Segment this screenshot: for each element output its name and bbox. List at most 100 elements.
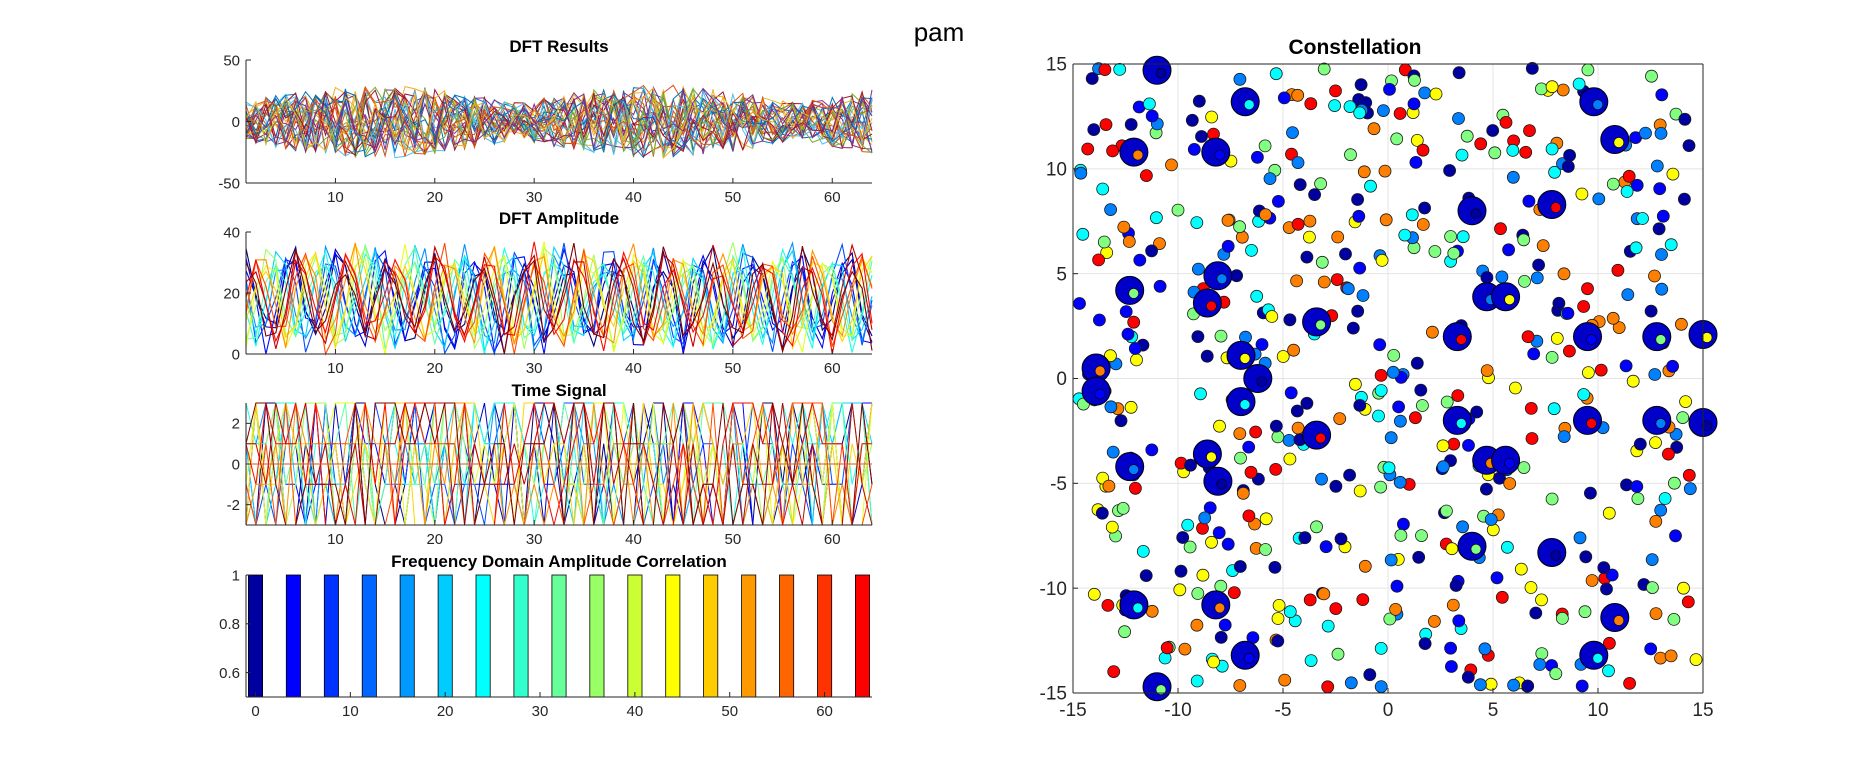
correlation-bar [285,574,301,698]
constellation-point [1545,350,1559,364]
constellation-point [1499,116,1513,129]
constellation-point [1213,419,1226,433]
constellation-point [1631,492,1645,506]
constellation-point [1317,587,1331,601]
x-tick-label: 0 [1383,700,1394,721]
y-tick-label: -10 [1040,579,1067,600]
constellation-inner-point [1216,273,1228,285]
constellation-point [1429,87,1443,101]
constellation-point [1490,571,1504,585]
constellation-point [1358,559,1372,573]
constellation-point [1314,177,1327,191]
constellation-point [1329,84,1342,98]
constellation-plot-area: -15 -10 -5 0 5 10 15 -15 -10 -5 0 5 10 15 [1040,55,1718,721]
constellation-point [1374,368,1388,382]
constellation-point [1416,399,1429,412]
y-tick-label: 15 [1046,55,1067,76]
constellation-point [1563,148,1576,162]
constellation-point [1503,477,1517,490]
constellation-point [1130,353,1143,367]
constellation-point [1679,395,1692,409]
constellation-point [1621,288,1635,302]
constellation-point [1346,321,1360,335]
dft-amplitude-series-line [245,244,873,351]
constellation-point [1412,550,1426,564]
constellation-point [1363,668,1377,682]
constellation-point [1572,77,1586,91]
constellation-point [1501,540,1514,554]
constellation-point [1178,642,1192,656]
x-tick-label: 20 [426,189,443,206]
constellation-point [1173,583,1187,597]
constellation-point [1285,147,1298,161]
constellation-point [1339,247,1352,261]
x-tick-label: 20 [437,703,454,720]
x-tick-label: 50 [725,531,742,548]
constellation-point [1681,595,1695,609]
constellation-point [1524,581,1538,594]
constellation-point [1561,160,1575,173]
constellation-point [1236,486,1250,500]
constellation-point [1191,330,1205,344]
constellation-point [1507,678,1520,692]
y-tick-label: 20 [223,285,240,302]
constellation-point [1269,419,1283,433]
constellation-point [1480,482,1493,496]
constellation-point [1200,349,1214,363]
constellation-inner-point [1243,652,1255,664]
constellation-point [1333,412,1347,426]
time-signal-title: Time Signal [511,381,606,400]
dft-amplitude-series-line [245,241,873,353]
figure-suptitle: pam [914,17,965,47]
constellation-point [1669,529,1682,543]
constellation-inner-point [1586,334,1597,345]
constellation-point [1291,217,1305,231]
constellation-point [1682,139,1696,153]
constellation-inner-point [1592,652,1604,664]
dft-amplitude-series-line [245,242,873,355]
constellation-point [1073,297,1086,310]
correlation-bar [513,574,529,698]
constellation-point [1575,187,1589,201]
y-tick-label: 0.6 [219,665,240,682]
correlation-bar [247,574,263,698]
constellation-inner-point [1216,478,1228,490]
constellation-inner-point [1243,99,1255,110]
constellation-point [1353,261,1367,275]
constellation-point [1597,561,1611,574]
constellation-point [1495,590,1509,604]
constellation-point [1106,144,1119,158]
constellation-point [1527,347,1541,361]
constellation-inner-point [1132,149,1144,161]
constellation-point [1286,126,1299,140]
constellation-point [1329,602,1343,615]
constellation-point [1143,97,1156,111]
constellation-point [1098,63,1112,76]
constellation-point [1480,271,1494,284]
constellation-point [1630,480,1644,493]
constellation-point [1242,440,1256,454]
y-tick-label: 10 [1046,159,1067,180]
constellation-inner-point [1094,365,1106,377]
constellation-point [1668,476,1681,490]
constellation-point [1522,194,1536,208]
constellation-point [1462,438,1475,452]
constellation-point [1303,214,1317,228]
constellation-point [1389,603,1402,616]
constellation-point [1649,515,1663,528]
constellation-point [1418,86,1432,100]
constellation-point [1102,479,1116,493]
constellation-inner-point [1550,202,1562,213]
constellation-point [1456,230,1470,244]
constellation-point [1129,481,1142,495]
constellation-inner-point [1456,334,1467,345]
amplitude-correlation-title: Frequency Domain Amplitude Correlation [391,552,727,571]
constellation-point [1444,641,1457,655]
constellation-point [1351,193,1364,206]
constellation-point [1394,529,1408,542]
constellation-inner-point [1470,208,1482,220]
constellation-point [1689,653,1703,666]
dft-results-series-line [245,89,873,157]
constellation-point [1646,581,1659,594]
constellation-point [1578,605,1592,619]
